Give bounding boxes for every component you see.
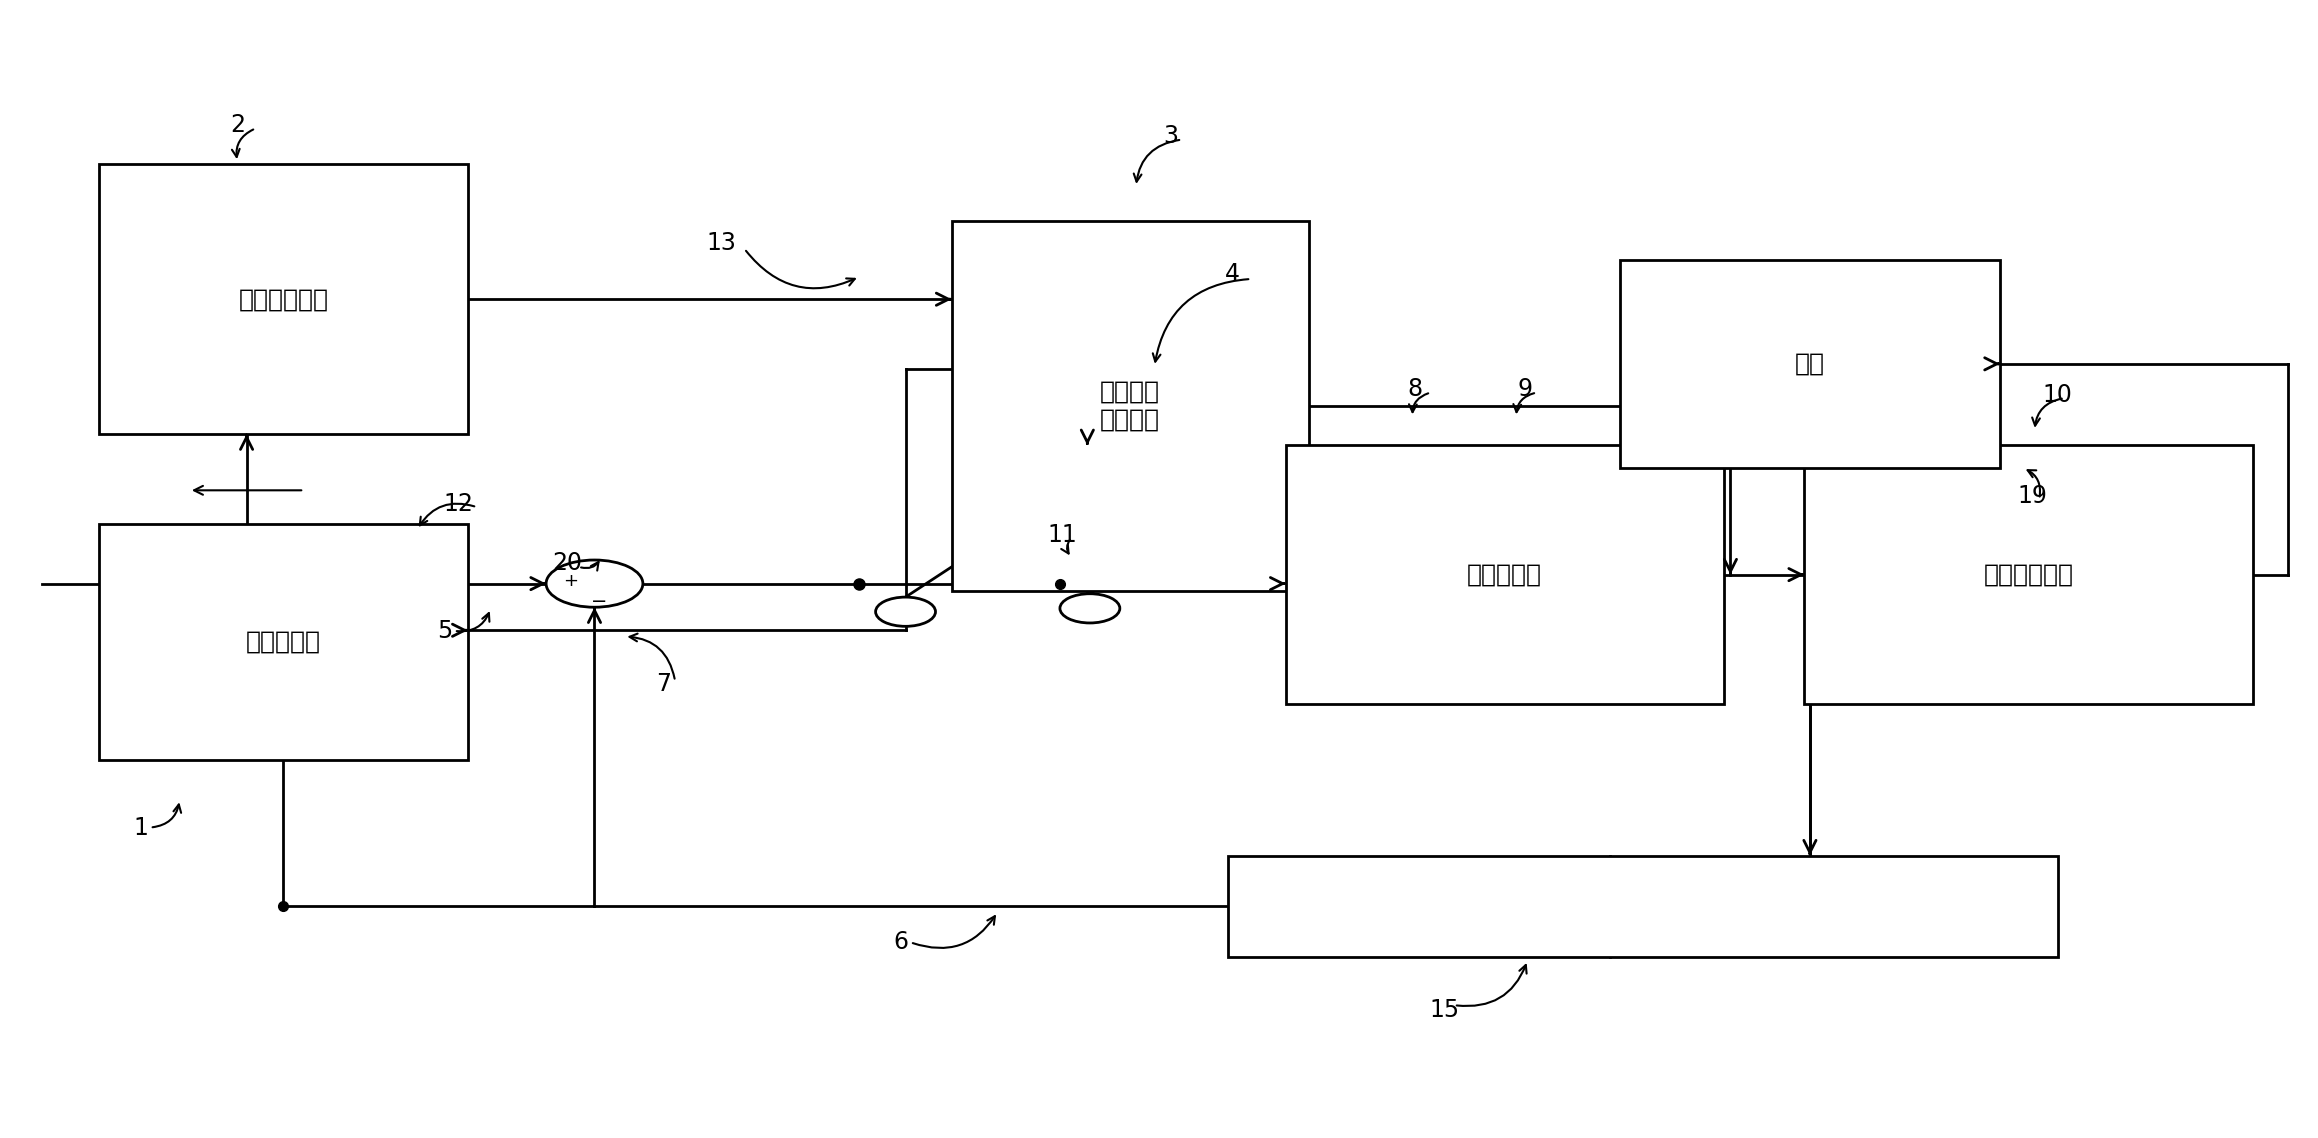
Text: 4: 4 — [1226, 263, 1240, 287]
Text: 偏心控制
量计算器: 偏心控制 量计算器 — [1101, 380, 1161, 432]
Text: 7: 7 — [656, 671, 672, 695]
Text: 19: 19 — [2017, 484, 2047, 508]
Text: 10: 10 — [2042, 382, 2072, 406]
Bar — [1803, 445, 2253, 704]
Text: 3: 3 — [1164, 124, 1178, 148]
Text: 20: 20 — [552, 552, 582, 576]
Text: 6: 6 — [892, 930, 909, 954]
Bar — [1620, 259, 2000, 468]
Text: 磁头: 磁头 — [1794, 352, 1824, 376]
Text: 11: 11 — [1048, 523, 1078, 547]
Text: +: + — [563, 572, 577, 591]
Text: 12: 12 — [443, 492, 473, 516]
Text: 定位控制器: 定位控制器 — [1467, 562, 1541, 586]
Text: 2: 2 — [229, 113, 246, 137]
Text: 相位学习器: 相位学习器 — [246, 630, 320, 654]
Circle shape — [1059, 594, 1120, 622]
Text: 5: 5 — [438, 619, 452, 643]
Text: 15: 15 — [1430, 998, 1460, 1022]
Bar — [100, 523, 468, 760]
Text: 1: 1 — [132, 816, 148, 840]
Text: 9: 9 — [1518, 377, 1532, 401]
Text: 正弦波发生器: 正弦波发生器 — [239, 287, 329, 311]
Bar — [1286, 445, 1725, 704]
Text: 执行机构部分: 执行机构部分 — [1984, 562, 2075, 586]
Bar — [1229, 856, 2058, 957]
Text: −: − — [591, 592, 607, 611]
Bar — [953, 221, 1310, 592]
Text: 13: 13 — [707, 231, 737, 255]
Circle shape — [547, 560, 642, 608]
Circle shape — [876, 597, 936, 626]
Text: 8: 8 — [1407, 377, 1423, 401]
Bar — [100, 164, 468, 434]
